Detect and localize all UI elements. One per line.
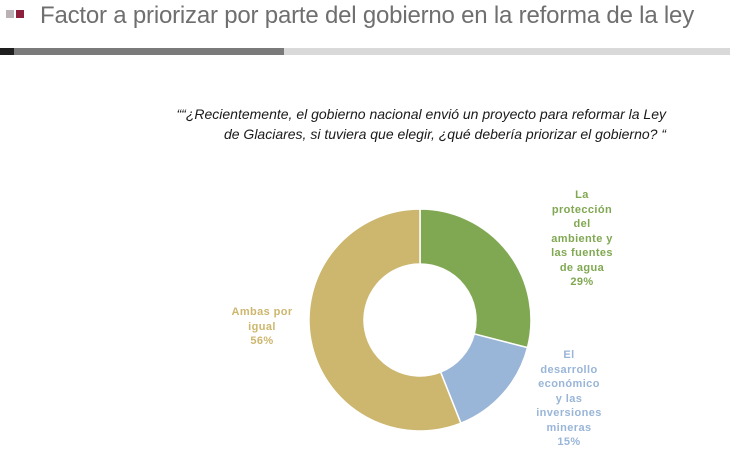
slice-ambas [308,208,462,432]
logo [6,8,26,20]
slice-label-line: protección [551,203,613,216]
slice-label-line: inversiones [536,407,602,419]
slice-value-label: 56% [250,335,274,347]
header-bar-light [284,48,730,55]
slice-label-line: las fuentes [551,247,613,259]
slice-label-line: y las [555,392,583,405]
slice-label-desarrollo: El desarrollo económico y las inversiones min… [526,348,612,450]
survey-question-line-2: de Glaciares, si tuviera que elegir, ¿qu… [223,126,666,142]
slice-label-ambiente: La protección del ambiente y las fuentes de a… [542,188,622,290]
slice-label-line: mineras [546,421,592,434]
slice-label-line: de agua [559,261,605,274]
survey-question: ““¿Recientemente, el gobierno nacional e… [120,104,667,144]
slice-value-label: 15% [557,436,581,448]
slice-label-line: económico [538,378,600,390]
logo-red-square [16,10,24,18]
slice-label-line: El [563,349,575,361]
header-bar-dark [14,48,284,55]
survey-question-line-1: ““¿Recientemente, el gobierno nacional e… [176,106,667,122]
slice-value-label: 29% [570,276,594,288]
slice-label-line: igual [248,320,276,333]
slice-label-line: del [573,218,591,230]
slice-label-line: Ambas por [231,306,293,318]
slice-label-line: desarrollo [540,363,598,376]
slice-label-line: ambiente y [551,232,613,245]
slice-label-line: La [575,189,589,201]
page-title: Factor a priorizar por parte del gobiern… [40,2,695,29]
logo-grey-square [6,10,14,18]
header-bar-black [0,48,14,55]
slice-label-ambas: Ambas por igual 56% [220,305,304,349]
slice-ambiente [419,208,532,349]
